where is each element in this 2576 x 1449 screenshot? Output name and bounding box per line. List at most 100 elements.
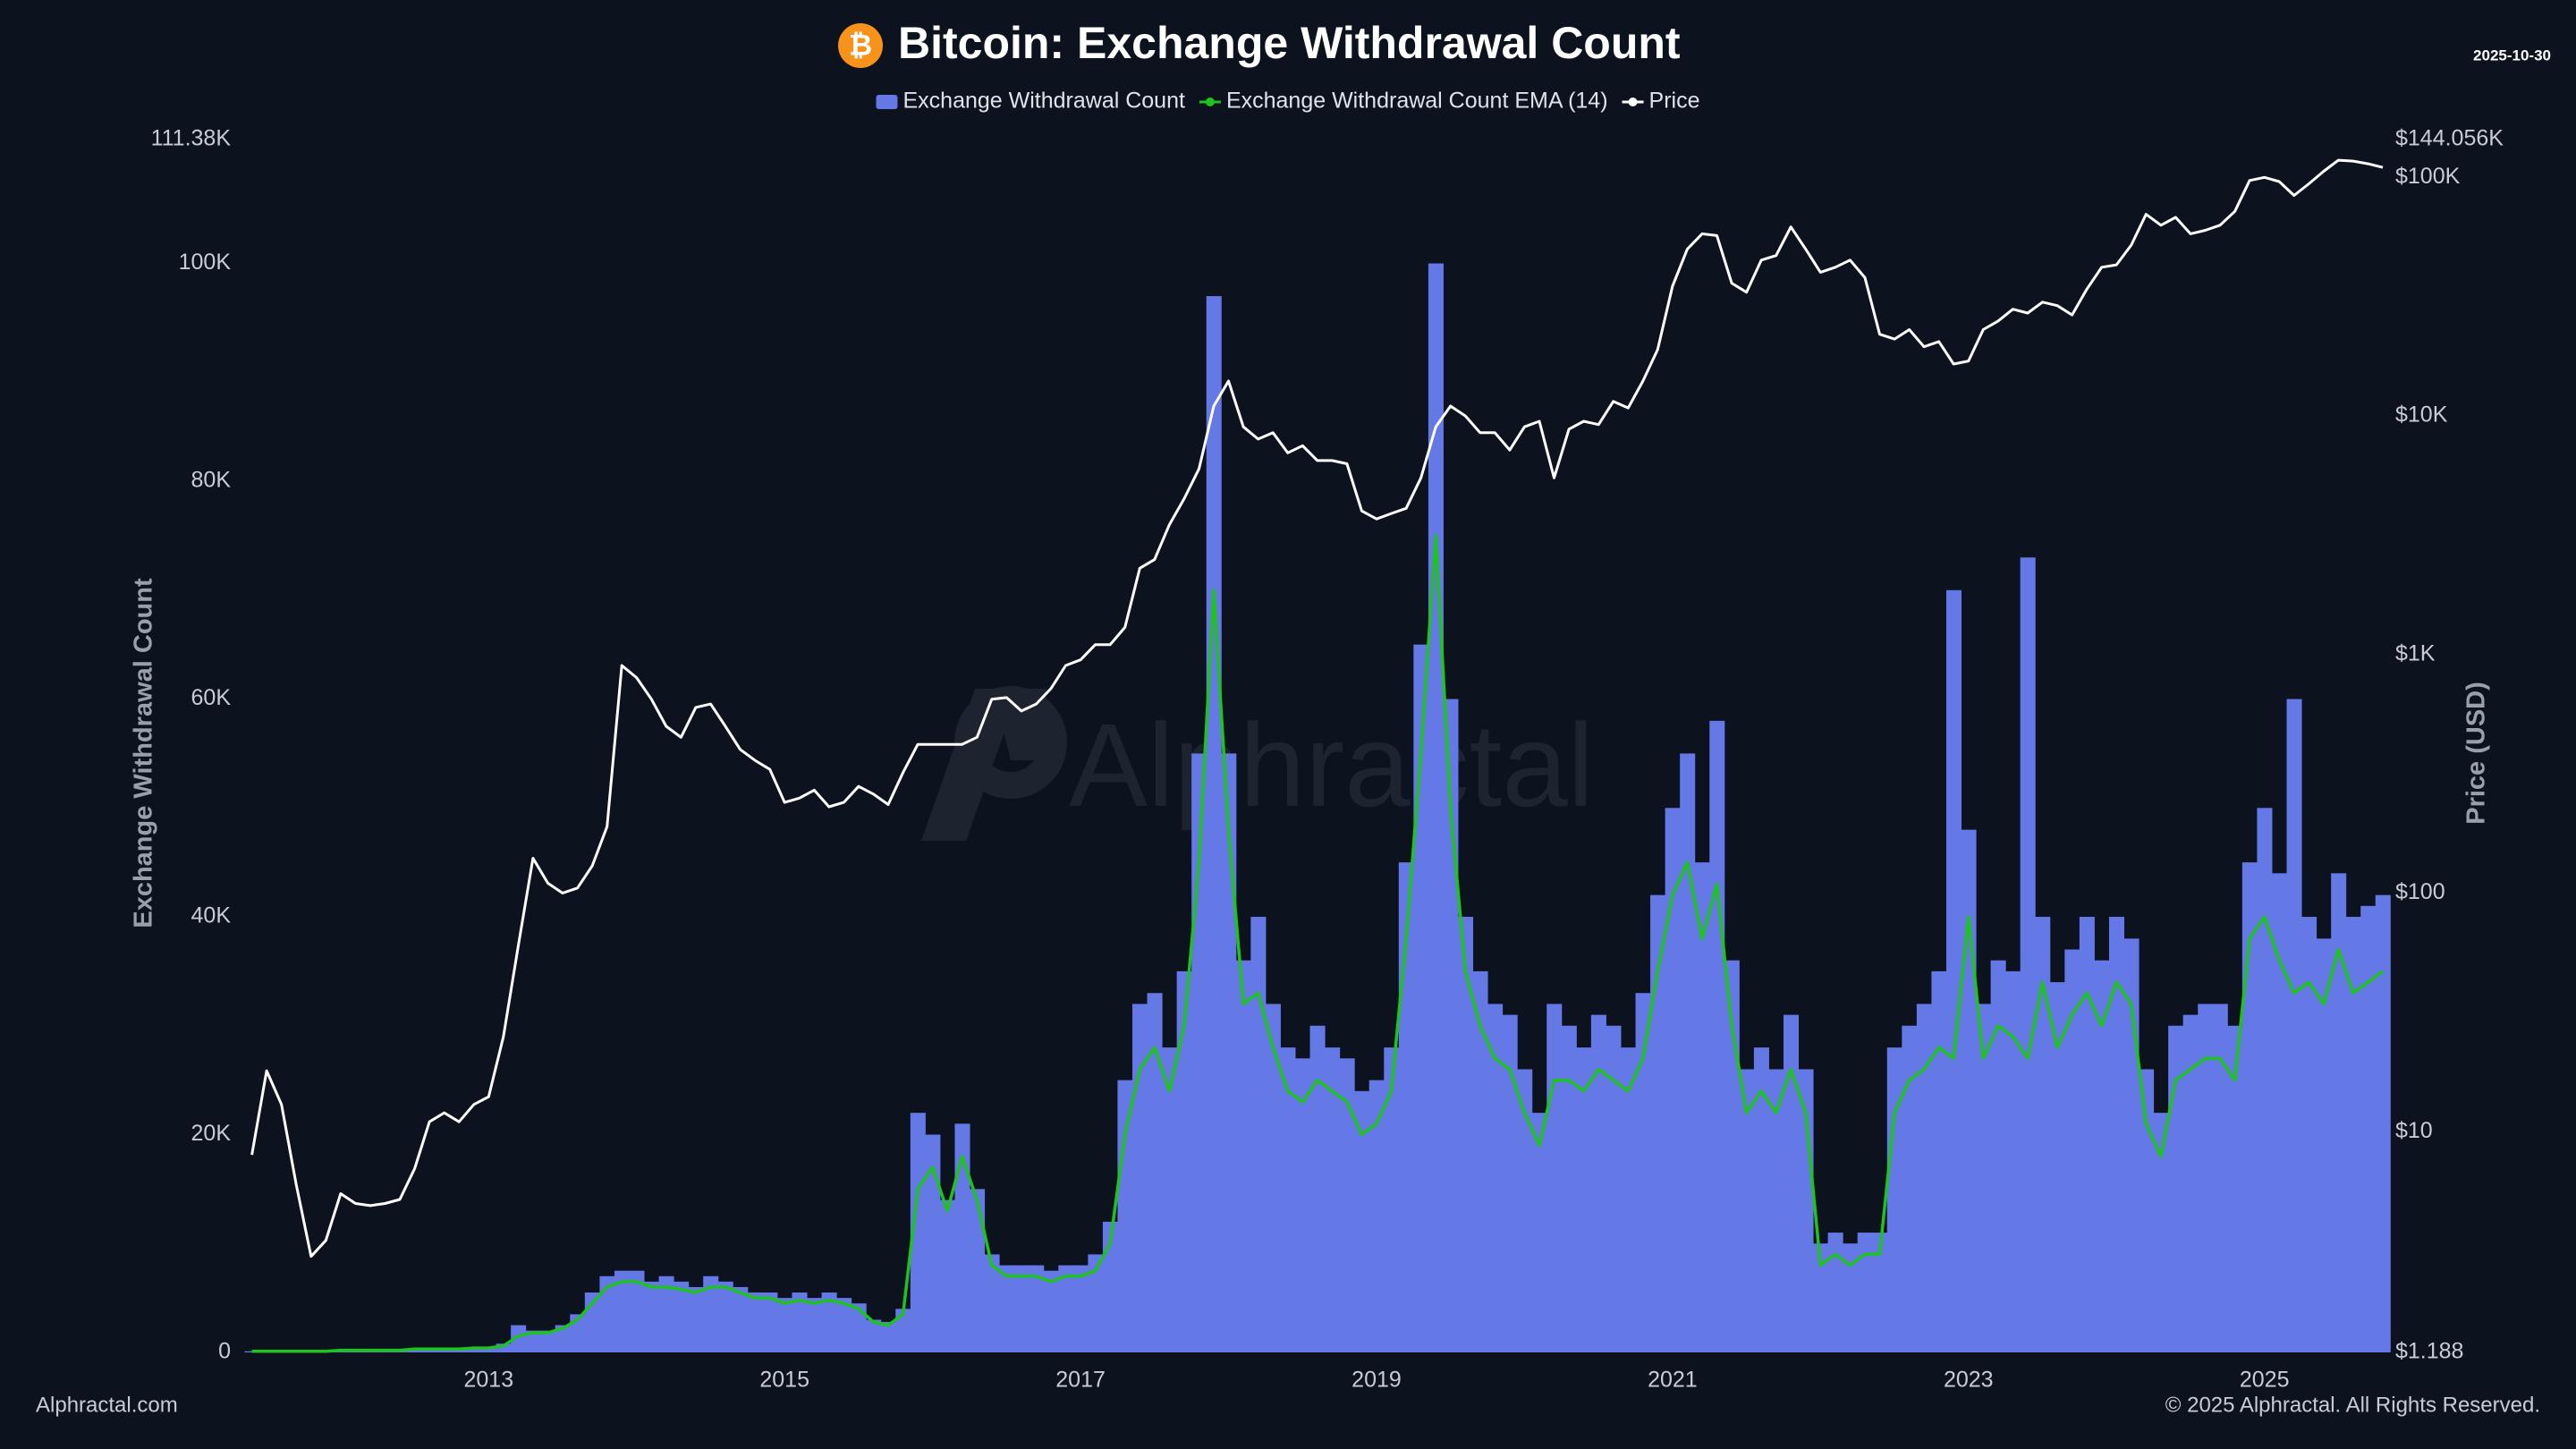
bar (1945, 589, 1962, 1352)
bar (703, 1275, 719, 1352)
bar (1902, 1025, 1918, 1352)
bar (1043, 1270, 1059, 1352)
bar (1162, 1047, 1178, 1352)
bar (821, 1292, 837, 1352)
bar (1206, 296, 1222, 1353)
bar (1843, 1243, 1859, 1352)
bar (970, 1189, 986, 1352)
bar (1088, 1254, 1104, 1352)
y2-tick-label: $10 (2395, 1118, 2433, 1143)
bar (1976, 1004, 1992, 1352)
bar (1768, 1069, 1784, 1352)
bar (747, 1292, 763, 1352)
bar (836, 1298, 852, 1352)
x-tick-label: 2019 (1352, 1368, 1402, 1393)
bar (1102, 1221, 1118, 1352)
legend-swatch-dot (1205, 97, 1215, 106)
bar (1576, 1047, 1592, 1352)
chart-title: Bitcoin: Exchange Withdrawal Count (898, 18, 1681, 68)
bar (1694, 862, 1710, 1352)
bar (1029, 1265, 1045, 1352)
y-tick-label: 100K (179, 250, 232, 275)
bar (910, 1113, 926, 1352)
y-tick-label: 40K (191, 903, 232, 928)
legend-swatch (876, 95, 898, 109)
legend-item: Exchange Withdrawal Count EMA (14) (1199, 89, 1608, 114)
bar (880, 1321, 896, 1352)
bar (1502, 1014, 1518, 1352)
bar (1961, 829, 1977, 1352)
bar (688, 1286, 704, 1352)
legend: Exchange Withdrawal Count Exchange Withdr… (876, 89, 1700, 114)
bar (1886, 1047, 1902, 1352)
bar (2139, 1069, 2155, 1352)
bar (1131, 1004, 1148, 1352)
bar (1472, 970, 1488, 1352)
legend-swatch-dot (1628, 97, 1638, 106)
bar (1309, 1025, 1326, 1352)
y-tick-label: 0 (218, 1339, 231, 1364)
price-line (250, 158, 2384, 1258)
bar (1857, 1233, 1873, 1352)
plot-area: 0 20K 40K 60K 80K 100K 111.38K $1.188 $10 $100 $1K… (151, 126, 2504, 1393)
bar (1872, 1233, 1888, 1352)
bar (1827, 1233, 1843, 1352)
bar (866, 1319, 882, 1352)
bar (925, 1134, 941, 1352)
bar (2360, 905, 2377, 1352)
bar (436, 1349, 453, 1352)
bar (644, 1281, 660, 1352)
bar (1916, 1004, 1932, 1352)
bar (1280, 1047, 1296, 1352)
bar (2153, 1113, 2169, 1352)
bar (481, 1346, 497, 1352)
bar (1620, 1047, 1637, 1352)
bar (1606, 1025, 1622, 1352)
bar (2316, 938, 2332, 1352)
legend-label: Price (1649, 89, 1700, 114)
watermark-logo (921, 686, 1067, 841)
bar (1783, 1014, 1800, 1352)
x-tick-label: 2023 (1944, 1368, 1994, 1393)
x-tick-label: 2013 (463, 1368, 513, 1393)
bar (1990, 960, 2006, 1352)
bar (1680, 753, 1696, 1352)
bar (1650, 894, 1666, 1352)
bar (629, 1270, 645, 1352)
bar (2375, 894, 2391, 1352)
legend-item: Price (1622, 89, 1700, 114)
bar (2286, 699, 2302, 1352)
bar (1117, 1080, 1133, 1352)
y-axis-title: Exchange Withdrawal Count (130, 578, 158, 928)
bar (1753, 1047, 1769, 1352)
date-label: 2025-10-30 (2473, 47, 2551, 64)
bar (674, 1281, 690, 1352)
bar (1339, 1058, 1355, 1352)
bar (807, 1298, 823, 1352)
bar (2035, 917, 2051, 1352)
bar (1265, 1004, 1281, 1352)
bar (2094, 960, 2110, 1352)
bar (1072, 1265, 1089, 1352)
legend-label: Exchange Withdrawal Count (902, 89, 1184, 114)
copyright: © 2025 Alphractal. All Rights Reserved. (2165, 1393, 2540, 1417)
bar (451, 1349, 467, 1352)
x-tick-label: 2021 (1648, 1368, 1698, 1393)
bar (1739, 1069, 1755, 1352)
bar (2020, 557, 2036, 1352)
bar (851, 1303, 867, 1352)
bar (2227, 1025, 2243, 1352)
bitcoin-logo (838, 23, 883, 68)
bar (1561, 1025, 1577, 1352)
ema-line (251, 534, 2385, 1353)
bar (421, 1349, 437, 1352)
bar (614, 1270, 630, 1352)
x-tick-label: 2025 (2240, 1368, 2290, 1393)
bar (1294, 1058, 1311, 1352)
bar (2257, 808, 2273, 1352)
bar (895, 1309, 911, 1352)
bitcoin-logo-symbol: ₿ (849, 29, 872, 61)
bar (2331, 873, 2347, 1352)
